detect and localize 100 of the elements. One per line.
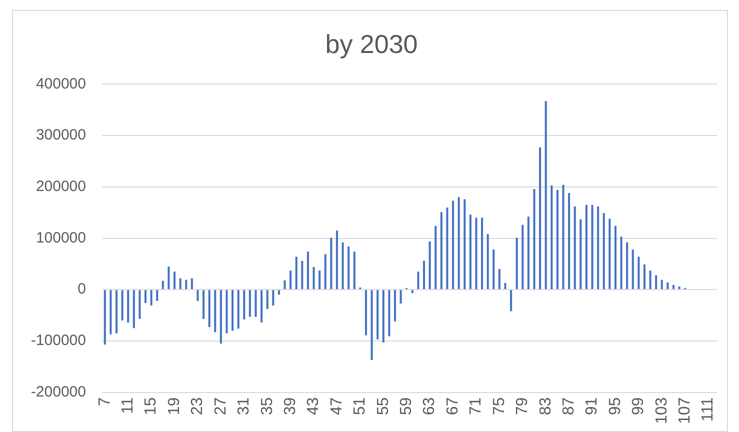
bar: [254, 290, 257, 317]
x-tick-label: 23: [189, 397, 206, 416]
x-tick-label: 27: [212, 397, 230, 416]
bar: [115, 290, 118, 334]
x-tick-label: 63: [421, 397, 438, 416]
bar: [516, 238, 518, 290]
bar: [376, 290, 379, 340]
bar: [544, 101, 547, 290]
y-tick-label: 100000: [36, 229, 86, 246]
bar: [469, 214, 472, 290]
x-tick-label: 55: [374, 397, 392, 416]
bar: [214, 290, 216, 332]
bar: [475, 218, 478, 290]
bar: [620, 236, 622, 290]
bar: [550, 185, 553, 290]
bar: [342, 242, 344, 290]
bar: [614, 226, 616, 290]
x-tick-label: 15: [142, 397, 160, 416]
y-tick-label: 0: [78, 280, 86, 298]
bar: [649, 270, 652, 290]
y-tick-label: 400000: [36, 75, 86, 92]
bar: [388, 290, 390, 336]
x-tick-label: 83: [537, 397, 554, 416]
bar: [486, 234, 489, 290]
y-tick-label: -200000: [30, 383, 86, 400]
bar: [417, 272, 420, 290]
bar: [330, 238, 332, 290]
x-tick-label: 43: [305, 397, 322, 416]
bar: [568, 193, 570, 290]
bar: [226, 290, 228, 334]
bar: [312, 267, 315, 290]
bar: [190, 278, 193, 290]
bar: [394, 290, 396, 322]
bar: [243, 290, 246, 320]
bar: [174, 272, 176, 290]
bar: [348, 246, 350, 290]
x-tick-label: 59: [398, 397, 416, 416]
bar: [522, 224, 524, 290]
bar: [290, 270, 292, 290]
bar: [364, 290, 367, 336]
bar: [150, 290, 152, 306]
x-tick-label: 79: [514, 397, 532, 416]
x-tick-label: 107: [676, 397, 694, 424]
bar: [481, 218, 484, 290]
y-tick-label: 300000: [36, 126, 86, 144]
bar: [533, 188, 536, 290]
bar: [220, 290, 222, 344]
bar: [440, 212, 442, 290]
bar: [597, 206, 600, 290]
x-tick-label: 75: [490, 397, 508, 416]
bar: [127, 290, 130, 322]
bar: [382, 290, 384, 342]
bar: [132, 290, 135, 328]
bar: [110, 290, 112, 334]
x-tick-label: 91: [584, 397, 601, 416]
x-tick-label: 103: [653, 397, 670, 424]
bar: [602, 213, 605, 290]
bar: [202, 290, 205, 319]
x-tick-label: 7: [96, 397, 114, 406]
bar: [562, 184, 564, 290]
bar: [196, 290, 199, 301]
bar: [626, 242, 628, 290]
bar: [156, 290, 158, 301]
bar: [237, 290, 240, 329]
x-tick-label: 35: [258, 397, 276, 416]
bar: [370, 290, 373, 360]
bar: [498, 269, 500, 290]
bar: [306, 252, 309, 290]
bar: [574, 206, 576, 290]
x-tick-label: 67: [444, 397, 462, 416]
bar: [591, 204, 594, 290]
bar: [121, 290, 124, 320]
bar: [580, 219, 582, 290]
x-tick-label: 39: [282, 397, 299, 416]
x-tick-label: 31: [236, 397, 253, 416]
bar: [301, 260, 304, 290]
bar: [608, 218, 611, 290]
x-tick-label: 71: [468, 397, 485, 416]
x-tick-label: 99: [630, 397, 648, 416]
bar: [248, 290, 251, 317]
x-tick-label: 111: [700, 397, 717, 422]
bar: [278, 290, 280, 295]
bar: [452, 200, 454, 290]
bar: [510, 290, 512, 312]
bar: [655, 275, 658, 290]
y-tick-label: 200000: [36, 178, 86, 196]
bar: [353, 252, 356, 290]
bar: [208, 290, 210, 328]
bar: [492, 250, 495, 290]
bar: [179, 278, 182, 290]
bar: [556, 190, 558, 290]
bar: [324, 254, 326, 290]
y-tick-label: -100000: [30, 332, 86, 350]
x-tick-label: 87: [560, 397, 578, 416]
bar: [504, 282, 506, 290]
x-tick-label: 47: [328, 397, 346, 416]
bar: [168, 266, 170, 290]
bar: [527, 216, 530, 290]
bar: [266, 290, 268, 310]
bar: [643, 264, 646, 290]
